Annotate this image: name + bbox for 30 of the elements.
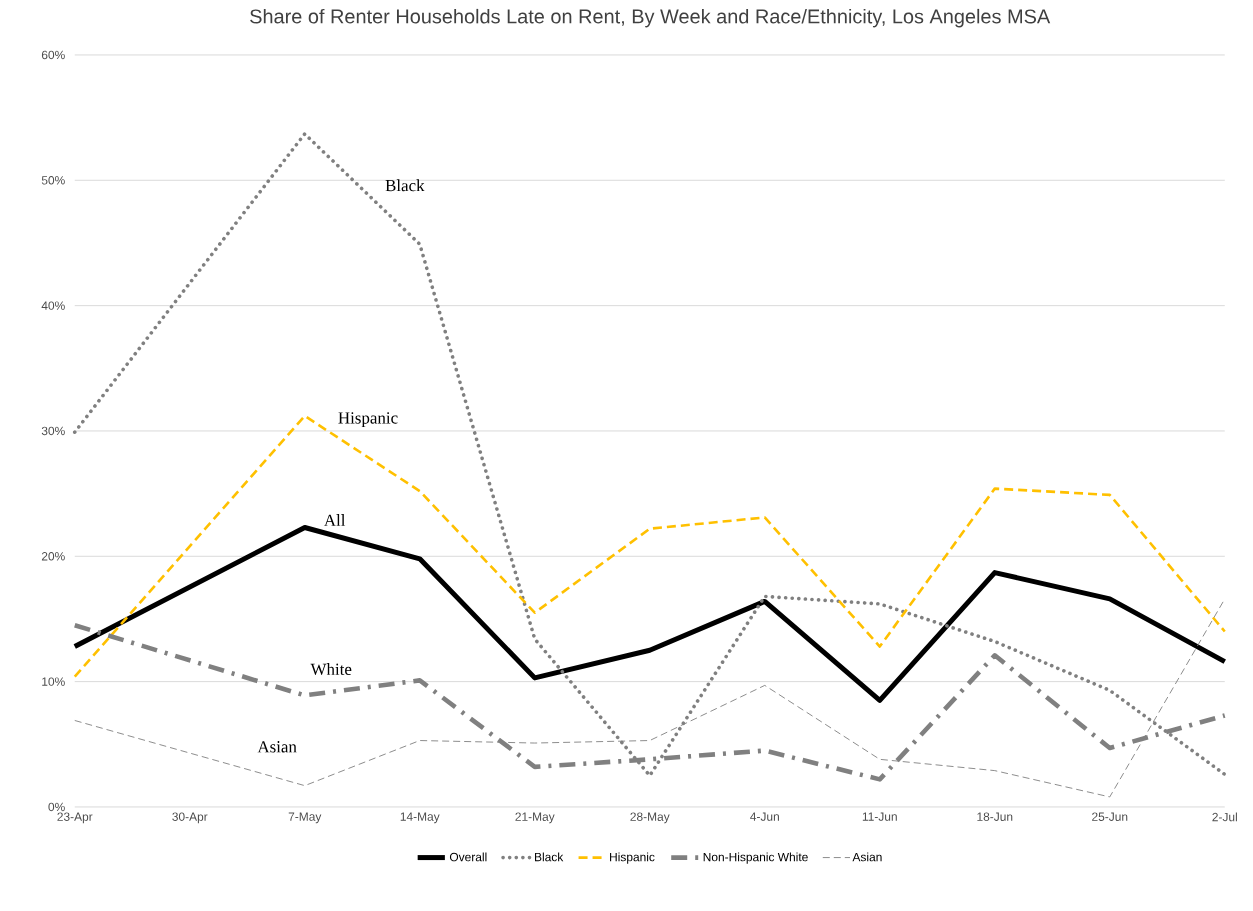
legend-label: Black: [535, 852, 564, 862]
x-tick-label: 14-May: [400, 812, 440, 824]
annotation: White: [310, 663, 352, 676]
annotation: Hispanic: [338, 412, 398, 428]
x-tick-label: 11-Jun: [862, 812, 897, 821]
x-tick-label: 25-Jun: [1092, 812, 1128, 821]
x-tick-label: 30-Apr: [172, 812, 208, 824]
annotation: All: [324, 514, 346, 526]
x-tick-label: 2-Jul: [1212, 812, 1237, 822]
annotation: Black: [385, 179, 425, 192]
line-series: [73, 414, 1227, 678]
legend-label: Non-Hispanic White: [703, 852, 808, 864]
y-tick-label: 50%: [41, 176, 65, 185]
x-tick-label: 4-Jun: [750, 812, 779, 821]
x-tick-label: 23-Apr: [57, 812, 93, 824]
annotation: Asian: [257, 741, 297, 753]
x-tick-label: 18-Jun: [977, 812, 1013, 821]
y-tick-label: 20%: [41, 552, 65, 561]
x-tick-label: 7-May: [288, 812, 322, 824]
y-tick-label: 10%: [42, 677, 65, 686]
chart-title: Share of Renter Households Late on Rent, By Week and Race/Ethnicity, Los Angeles MSA: [250, 8, 1051, 28]
y-tick-label: 40%: [41, 301, 65, 310]
legend-label: Hispanic: [610, 852, 655, 864]
legend-label: Asian: [852, 852, 882, 862]
y-tick-label: 30%: [41, 426, 65, 436]
x-tick-label: 28-May: [630, 812, 670, 824]
x-tick-label: 21-May: [515, 812, 555, 824]
legend-label: Overall: [449, 852, 487, 862]
y-tick-label: 0%: [48, 802, 65, 812]
y-tick-label: 60%: [41, 50, 65, 60]
